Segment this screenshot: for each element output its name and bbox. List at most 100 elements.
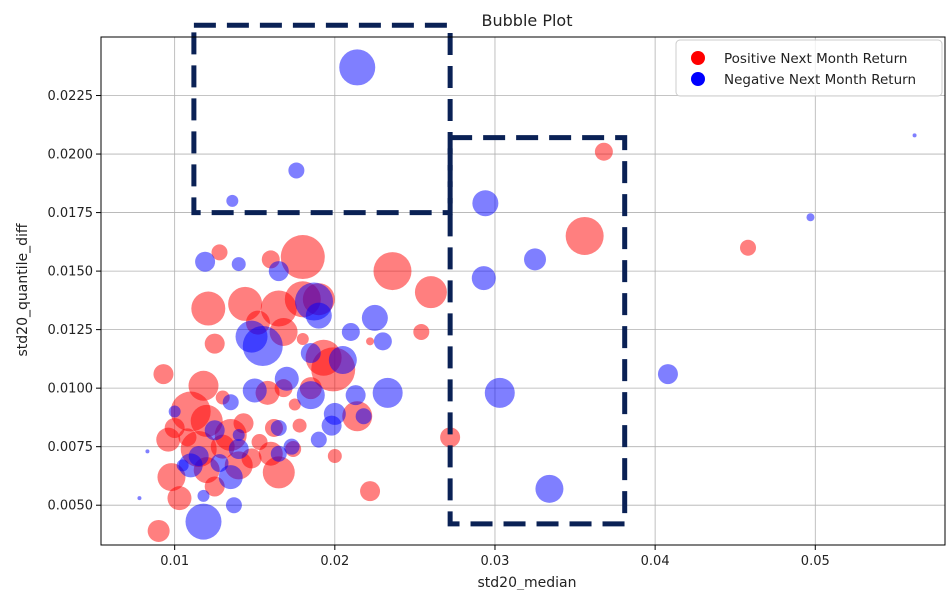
bubble-point xyxy=(157,463,186,492)
dashed-highlight-box xyxy=(191,22,453,216)
bubble-point xyxy=(232,428,245,441)
y-tick-label: 0.0150 xyxy=(48,265,94,280)
bubble-point xyxy=(345,385,366,406)
bubble-point xyxy=(657,364,678,385)
bubble-point xyxy=(147,519,170,542)
bubble-point xyxy=(153,364,174,385)
bubble-point xyxy=(912,133,917,138)
bubble-point xyxy=(300,343,321,364)
legend-marker-negative xyxy=(691,72,705,86)
bubble-point xyxy=(178,453,203,478)
bubble-point xyxy=(806,213,815,222)
y-tick-label: 0.0200 xyxy=(48,148,94,163)
legend-frame xyxy=(675,39,943,97)
y-axis-label: std20_quantile_diff xyxy=(15,223,31,356)
bubble-point xyxy=(310,431,327,448)
negative-series xyxy=(137,49,917,540)
bubble-point xyxy=(283,438,300,455)
y-tick-label: 0.0075 xyxy=(48,440,94,455)
bubble-point xyxy=(321,415,342,436)
bubble-point xyxy=(414,276,447,309)
bubble-point xyxy=(191,291,226,326)
bubble-point xyxy=(167,486,192,511)
bubble-point xyxy=(327,449,342,464)
bubble-point xyxy=(305,302,332,329)
y-tick-label: 0.0175 xyxy=(48,206,94,221)
legend-label-positive: Positive Next Month Return xyxy=(724,51,907,67)
bubble-point xyxy=(251,433,268,450)
bubble-point xyxy=(372,377,403,408)
legend: Positive Next Month Return Negative Next… xyxy=(675,39,943,97)
bubble-point xyxy=(373,252,412,291)
bubble-point xyxy=(274,366,299,391)
bubble-point xyxy=(156,427,181,452)
bubble-point xyxy=(288,398,301,411)
bubble-point xyxy=(355,408,372,425)
bubble-point xyxy=(222,394,239,411)
bubble-point xyxy=(226,194,239,207)
bubble-point xyxy=(535,474,564,503)
legend-marker-positive xyxy=(691,51,705,65)
bubble-point xyxy=(339,49,376,86)
x-axis-label: std20_median xyxy=(478,575,577,590)
bubble-point xyxy=(228,439,249,460)
y-axis-ticks: 0.0050 0.0075 0.0100 0.0125 0.0150 0.0175 0.02… xyxy=(48,89,101,514)
plot-frame xyxy=(100,36,946,546)
dashed-highlight-boxes xyxy=(191,22,628,527)
chart-title: Bubble Plot xyxy=(482,11,573,30)
bubble-point xyxy=(366,337,375,346)
bubble-point xyxy=(472,190,499,217)
bubble-point xyxy=(288,162,305,179)
bubble-point xyxy=(341,322,360,341)
bubble-point xyxy=(262,456,295,489)
bubble-point xyxy=(484,377,515,408)
bubble-point xyxy=(218,465,243,490)
bubble-point xyxy=(168,405,181,418)
bubble-point xyxy=(373,332,392,351)
bubble-point xyxy=(440,427,461,448)
bubble-point xyxy=(270,419,287,436)
x-tick-label: 0.04 xyxy=(641,554,670,569)
legend-label-negative: Negative Next Month Return xyxy=(724,72,916,88)
bubble-point xyxy=(197,489,210,502)
bubble-point xyxy=(328,346,357,375)
bubble-point xyxy=(292,418,307,433)
bubble-point xyxy=(740,239,757,256)
bubble-point xyxy=(280,235,325,280)
bubble-point xyxy=(137,496,142,501)
x-tick-label: 0.02 xyxy=(320,554,349,569)
bubble-point xyxy=(242,326,283,367)
bubble-point xyxy=(565,216,604,255)
bubble-point xyxy=(360,481,381,502)
bubble-point xyxy=(185,503,222,540)
x-tick-label: 0.03 xyxy=(480,554,509,569)
bubble-point xyxy=(594,142,613,161)
bubble-point xyxy=(471,266,496,291)
bubble-point xyxy=(145,449,150,454)
y-tick-label: 0.0100 xyxy=(48,382,94,397)
bubble-point xyxy=(413,323,430,340)
bubble-point xyxy=(296,381,325,410)
x-tick-label: 0.05 xyxy=(801,554,830,569)
bubble-point xyxy=(524,248,547,271)
dashed-highlight-box xyxy=(447,135,628,527)
bubble-point xyxy=(204,333,225,354)
bubble-point xyxy=(270,445,287,462)
bubble-point xyxy=(178,428,197,447)
y-tick-label: 0.0125 xyxy=(48,323,94,338)
bubble-point xyxy=(361,304,388,331)
x-tick-label: 0.01 xyxy=(160,554,189,569)
bubble-point xyxy=(268,261,289,282)
bubble-point xyxy=(231,257,246,272)
y-tick-label: 0.0050 xyxy=(48,499,94,514)
bubble-point xyxy=(204,420,225,441)
y-tick-label: 0.0225 xyxy=(48,89,94,104)
x-axis-ticks: 0.01 0.02 0.03 0.04 0.05 xyxy=(160,545,830,569)
bubble-point xyxy=(225,497,242,514)
bubble-point xyxy=(195,251,216,272)
bubble-point xyxy=(176,459,189,472)
bubble-point xyxy=(296,332,309,345)
bubble-points xyxy=(137,49,917,542)
bubble-point xyxy=(242,378,267,403)
